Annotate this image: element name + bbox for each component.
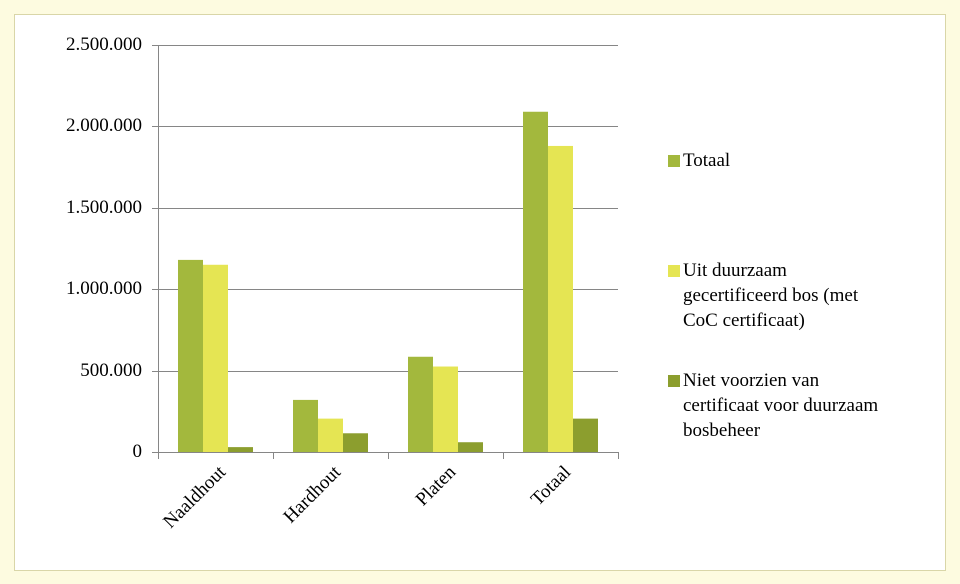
- bar: [523, 111, 548, 453]
- bar: [318, 418, 343, 452]
- bar: [573, 418, 598, 452]
- legend-label: Niet voorzien van certificaat voor duurz…: [683, 370, 879, 441]
- legend-label: Totaal: [683, 150, 731, 171]
- y-tick-label: 2.000.000: [66, 115, 142, 136]
- bar: [228, 447, 253, 452]
- bar: [548, 145, 573, 452]
- y-tick-label: 2.500.000: [66, 34, 142, 55]
- bar: [458, 442, 483, 452]
- chart-area: [14, 14, 946, 571]
- y-tick-label: 0: [133, 441, 143, 462]
- legend-swatch: [668, 155, 680, 167]
- bar: [178, 259, 203, 452]
- bar: [203, 264, 228, 452]
- bar: [293, 399, 318, 452]
- y-tick-label: 1.500.000: [66, 197, 142, 218]
- legend-swatch: [668, 265, 680, 277]
- y-tick-label: 500.000: [80, 360, 142, 381]
- legend-item: Uit duurzaam gecertificeerd bos (met CoC…: [668, 258, 888, 333]
- bar: [433, 366, 458, 452]
- legend-item: Niet voorzien van certificaat voor duurz…: [668, 368, 888, 443]
- legend-swatch: [668, 375, 680, 387]
- bar: [408, 356, 433, 452]
- legend-item: Totaal: [668, 148, 888, 173]
- legend-label: Uit duurzaam gecertificeerd bos (met CoC…: [683, 260, 859, 331]
- y-tick-label: 1.000.000: [66, 278, 142, 299]
- bar: [343, 433, 368, 452]
